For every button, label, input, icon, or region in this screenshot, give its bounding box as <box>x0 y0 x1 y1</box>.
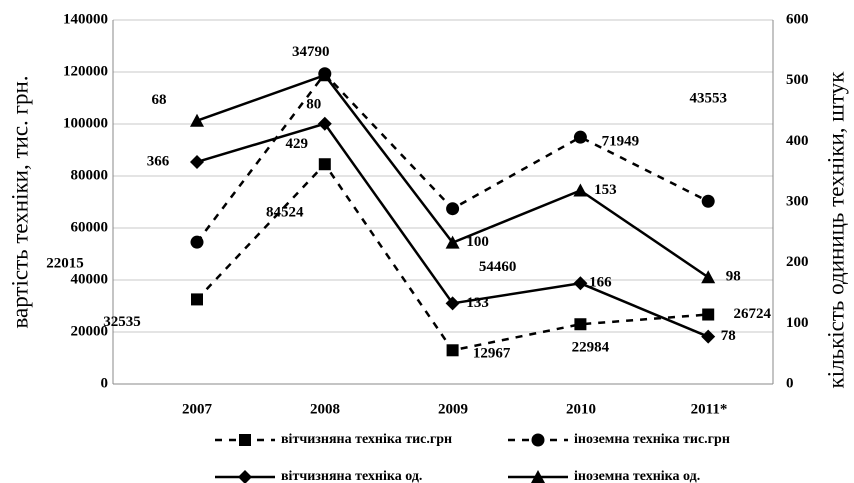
y-tick-label: 140000 <box>63 11 108 27</box>
y-axis-title: вартість техніки, тис. грн. <box>7 75 32 328</box>
y-tick-label: 80000 <box>71 167 109 183</box>
legend-label: вітчизняна техніка тис.грн <box>281 432 452 447</box>
y2-axis-title: кількість одиниць техніки, штук <box>823 71 848 389</box>
legend-marker <box>239 434 251 446</box>
data-label: 34790 <box>292 44 330 60</box>
y-tick-label: 40000 <box>71 271 109 287</box>
marker <box>445 235 460 249</box>
data-label: 166 <box>589 275 612 291</box>
data-label: 12967 <box>473 346 511 362</box>
data-label: 43553 <box>689 91 727 107</box>
marker <box>445 296 460 311</box>
marker <box>190 154 204 169</box>
marker <box>574 318 587 331</box>
data-label: 84524 <box>266 205 304 221</box>
data-label: 153 <box>594 182 617 198</box>
data-label: 26724 <box>733 306 771 322</box>
x-tick-label: 2010 <box>566 401 596 417</box>
data-label: 429 <box>286 136 309 152</box>
y-tick-label: 60000 <box>71 219 109 235</box>
legend-marker <box>531 470 545 483</box>
data-label: 22984 <box>572 340 610 356</box>
y2-tick-label: 300 <box>786 193 809 209</box>
y-tick-label: 0 <box>101 375 109 391</box>
marker <box>702 308 715 321</box>
data-label: 71949 <box>602 134 640 150</box>
data-label: 54460 <box>479 259 517 275</box>
marker <box>573 130 587 144</box>
y2-tick-label: 600 <box>786 11 809 27</box>
y2-tick-label: 400 <box>786 133 809 149</box>
marker <box>446 202 460 216</box>
marker <box>317 116 332 131</box>
marker <box>573 276 588 291</box>
y-tick-label: 120000 <box>63 63 108 79</box>
y2-tick-label: 200 <box>786 254 809 270</box>
legend-label: іноземна техніка тис.грн <box>574 432 730 447</box>
marker <box>701 270 716 284</box>
data-label: 32535 <box>103 314 141 330</box>
data-label: 133 <box>466 295 489 311</box>
marker <box>190 113 204 127</box>
marker <box>318 158 331 171</box>
y2-tick-label: 0 <box>786 375 794 391</box>
x-tick-label: 2011* <box>691 401 728 417</box>
y2-tick-label: 500 <box>786 72 809 88</box>
legend-label: вітчизняна техніка од. <box>281 469 422 483</box>
legend-marker <box>531 433 545 447</box>
legend-label: іноземна техніка од. <box>574 469 700 483</box>
x-tick-label: 2009 <box>438 401 468 417</box>
data-label: 22015 <box>46 256 84 272</box>
marker <box>190 235 204 249</box>
y-tick-label: 100000 <box>63 115 108 131</box>
legend-marker <box>238 470 252 483</box>
marker <box>191 293 203 306</box>
data-label: 100 <box>466 234 489 250</box>
data-label: 98 <box>726 269 741 285</box>
y2-tick-label: 100 <box>786 315 809 331</box>
x-tick-label: 2008 <box>310 401 340 417</box>
marker <box>317 68 332 82</box>
data-label: 78 <box>721 328 736 344</box>
data-label: 366 <box>147 153 170 169</box>
series-line <box>196 162 709 352</box>
data-label: 80 <box>306 97 321 113</box>
marker <box>573 183 588 197</box>
marker <box>446 344 459 357</box>
y-tick-label: 20000 <box>71 323 109 339</box>
marker <box>701 329 716 344</box>
x-tick-label: 2007 <box>182 401 213 417</box>
marker <box>701 194 715 208</box>
data-label: 68 <box>152 92 167 108</box>
